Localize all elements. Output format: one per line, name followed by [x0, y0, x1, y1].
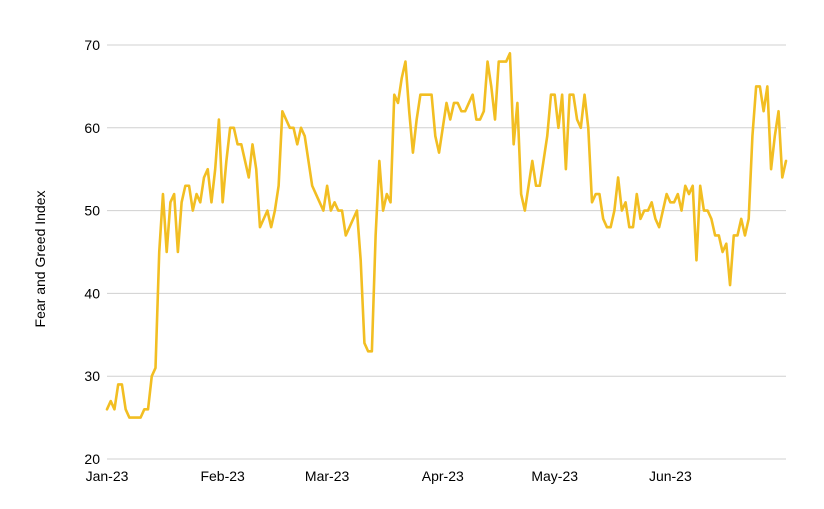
y-tick-label: 60: [84, 120, 100, 136]
x-tick-label: Feb-23: [200, 468, 245, 484]
series-line: [105, 51, 788, 419]
y-tick-label: 40: [84, 285, 100, 301]
y-tick-label: 30: [84, 368, 100, 384]
y-tick-label: 50: [84, 203, 100, 219]
y-tick-label: 20: [84, 451, 100, 467]
x-tick-label: Mar-23: [305, 468, 350, 484]
x-tick-label: Apr-23: [422, 468, 464, 484]
y-axis-title: Fear and Greed Index: [32, 191, 48, 328]
x-tick-labels: Jan-23 Feb-23 Mar-23 Apr-23 May-23 Jun-23: [86, 468, 692, 484]
series-layer: [105, 51, 788, 419]
x-tick-label: Jun-23: [649, 468, 692, 484]
x-tick-label: May-23: [531, 468, 578, 484]
y-tick-labels: 20 30 40 50 60 70: [84, 37, 100, 467]
x-tick-label: Jan-23: [86, 468, 129, 484]
y-tick-label: 70: [84, 37, 100, 53]
